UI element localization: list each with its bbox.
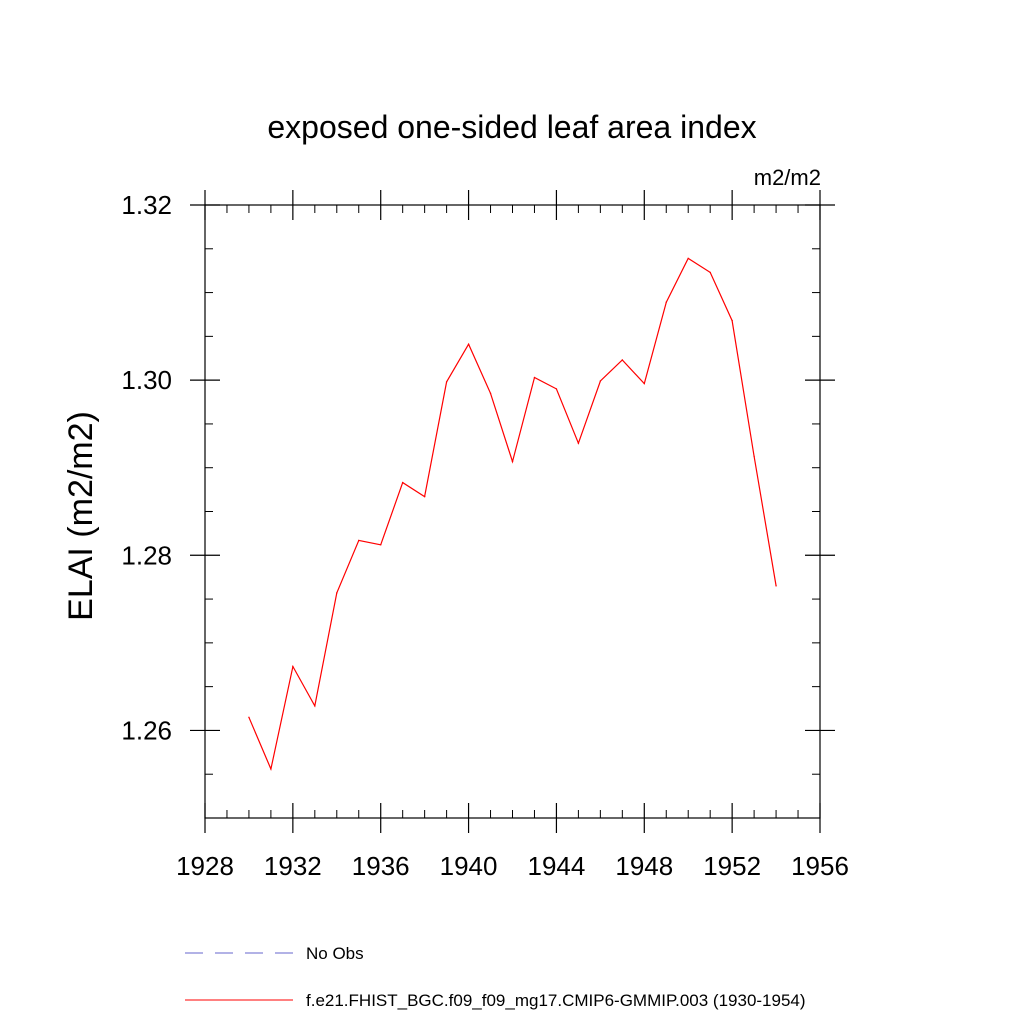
data-point — [621, 359, 624, 361]
x-tick-label: 1932 — [264, 851, 322, 881]
x-tick-label: 1944 — [528, 851, 586, 881]
legend-label-model-run: f.e21.FHIST_BGC.f09_f09_mg17.CMIP6-GMMIP… — [306, 991, 806, 1010]
data-point — [533, 376, 536, 379]
x-tick-label: 1952 — [703, 851, 761, 881]
data-point — [380, 544, 382, 546]
data-point — [336, 592, 338, 594]
series-line — [248, 257, 777, 771]
data-point — [248, 716, 250, 718]
data-point — [401, 481, 404, 484]
data-point — [445, 381, 448, 383]
data-point — [555, 388, 558, 390]
data-point — [643, 382, 645, 385]
data-point — [753, 455, 755, 458]
y-tick-label: 1.26 — [121, 715, 172, 745]
legend-label-no-obs: No Obs — [306, 944, 364, 963]
y-tick-label: 1.32 — [121, 190, 172, 220]
data-point — [577, 442, 580, 444]
data-point — [314, 705, 316, 707]
units-label: m2/m2 — [754, 165, 821, 190]
data-point — [687, 257, 689, 260]
data-point — [292, 665, 294, 668]
series-layer — [248, 257, 777, 771]
x-tick-label: 1936 — [352, 851, 410, 881]
y-tick-label: 1.28 — [121, 540, 172, 570]
data-point — [731, 319, 733, 322]
x-tick-label: 1940 — [440, 851, 498, 881]
data-point — [665, 301, 667, 303]
x-tick-label: 1928 — [176, 851, 234, 881]
plot-frame — [204, 204, 821, 819]
data-point — [270, 768, 272, 770]
y-axis-label: ELAI (m2/m2) — [62, 411, 100, 621]
x-tick-label: 1956 — [791, 851, 849, 881]
data-point — [511, 460, 514, 463]
x-tick-label: 1948 — [615, 851, 673, 881]
data-point — [423, 495, 426, 498]
data-point — [709, 271, 711, 274]
y-tick-label: 1.30 — [121, 365, 172, 395]
data-point — [775, 585, 777, 587]
chart-title: exposed one-sided leaf area index — [267, 109, 756, 145]
axis-ticks — [190, 190, 835, 833]
axis-tick-labels: 1928 1932 1936 1940 1944 1948 1952 1956 1.26 1.28… — [121, 190, 849, 881]
data-point — [599, 380, 602, 382]
data-point — [467, 343, 470, 345]
data-point — [358, 539, 360, 542]
data-point — [489, 392, 492, 394]
legend: No Obs f.e21.FHIST_BGC.f09_f09_mg17.CMIP… — [185, 944, 806, 1010]
